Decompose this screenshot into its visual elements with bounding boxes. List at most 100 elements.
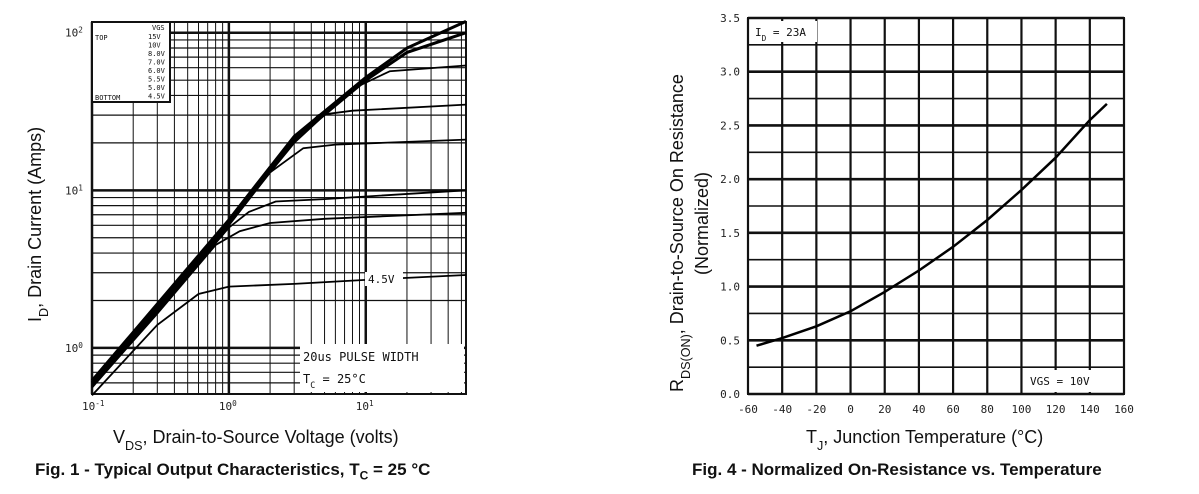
fig1-pulse-width-note-part: 20us PULSE WIDTH — [303, 350, 419, 364]
fig1-legend-entry: 7.0V — [148, 59, 166, 67]
fig4-y-tick: 3.5 — [720, 12, 740, 25]
fig1-legend-entry: 6.0V — [148, 67, 166, 75]
fig1-x-tick-part: 0 — [232, 399, 237, 408]
fig1-caption: Fig. 1 - Typical Output Characteristics,… — [35, 460, 431, 483]
fig1-curve-label-4.5V-part: 4.5V — [368, 273, 395, 286]
fig4-x-tick: 120 — [1046, 403, 1066, 416]
fig4-y-tick-part: 2.0 — [720, 173, 740, 186]
fig1-y-tick: 100 — [65, 340, 83, 355]
fig1-legend-entry-part: 8.0V — [148, 50, 166, 58]
fig4-x-tick-part: 80 — [981, 403, 994, 416]
fig4-vgs-note: VGS = 10V — [1030, 375, 1090, 388]
fig4-x-tick-part: 140 — [1080, 403, 1100, 416]
fig4-x-tick: 40 — [912, 403, 925, 416]
fig4-x-tick-part: 120 — [1046, 403, 1066, 416]
fig1-y-tick-part: 10 — [65, 27, 78, 40]
fig4-id-bg — [751, 21, 817, 42]
fig1-series-7.0V — [91, 103, 467, 385]
fig1-legend-entry: 15V — [148, 33, 161, 41]
fig1-legend-bottom-part: BOTTOM — [95, 94, 120, 102]
fig1-y-axis-label-part: D — [37, 308, 51, 317]
fig4-y-tick: 1.0 — [720, 281, 740, 294]
fig4-x-axis-label-part: , Junction Temperature (°C) — [823, 427, 1043, 447]
fig4-vgs-bg — [1025, 370, 1121, 392]
fig4-x-tick-part: -60 — [738, 403, 758, 416]
fig1-annotation-bg — [300, 344, 464, 392]
fig1-curve-label-bg — [365, 272, 403, 286]
fig4-x-tick: 140 — [1080, 403, 1100, 416]
fig1-series-5.0V — [91, 211, 467, 389]
fig1-x-tick-part: 10 — [356, 400, 369, 413]
fig1-series-10V — [90, 31, 467, 384]
fig1-legend-entry: 10V — [148, 42, 161, 50]
fig1-x-tick-part: -1 — [95, 399, 105, 408]
fig1-y-tick-part: 1 — [78, 183, 83, 192]
fig4-vgs-note-part: VGS = 10V — [1030, 375, 1090, 388]
fig1-legend-header-part: VGS — [152, 24, 165, 32]
fig4-y-axis-label: RDS(ON), Drain-to-Source On Resistance — [667, 74, 693, 392]
fig1-legend-entry-part: 7.0V — [148, 59, 166, 67]
fig1-legend-entry-part: 6.0V — [148, 67, 166, 75]
fig4-y-tick-part: 2.5 — [720, 119, 740, 132]
fig1-legend-entry-part: 5.0V — [148, 84, 166, 92]
fig4-id-note-part: = 23A — [766, 26, 806, 39]
fig4-x-tick-part: 160 — [1114, 403, 1134, 416]
fig4-y-tick-part: 0.5 — [720, 334, 740, 347]
fig4-x-tick: 160 — [1114, 403, 1134, 416]
fig4-x-tick-part: 0 — [847, 403, 854, 416]
fig4-x-tick-part: 100 — [1012, 403, 1032, 416]
fig4-y-tick-part: 3.5 — [720, 12, 740, 25]
fig1-legend-entry-part: 15V — [148, 33, 161, 41]
fig1-legend-bottom: BOTTOM — [95, 94, 120, 102]
fig1-legend-top: TOP — [95, 34, 108, 42]
fig1-y-axis-label-part: I — [25, 317, 45, 322]
fig1-pulse-width-note: 20us PULSE WIDTH — [303, 350, 419, 364]
fig4-x-tick: 60 — [946, 403, 959, 416]
fig4-x-tick: 0 — [847, 403, 854, 416]
fig4-x-tick: 100 — [1012, 403, 1032, 416]
fig1-tc-note-part: = 25°C — [315, 372, 366, 386]
fig4-id-note-part: D — [762, 34, 767, 43]
fig4-y-tick: 0.0 — [720, 388, 740, 401]
fig4-y-axis-label-normalized: (Normalized) — [692, 172, 712, 275]
fig4-caption: Fig. 4 - Normalized On-Resistance vs. Te… — [692, 460, 1102, 479]
fig1-plot-frame — [91, 21, 467, 395]
fig4-x-tick-part: -20 — [806, 403, 826, 416]
fig4-x-axis-label: TJ, Junction Temperature (°C) — [806, 427, 1043, 453]
fig4-x-tick: -20 — [806, 403, 826, 416]
fig4-x-tick-part: 20 — [878, 403, 891, 416]
fig4-series-rdson — [756, 102, 1108, 347]
fig1-x-tick: 10-1 — [82, 399, 105, 414]
fig4-y-tick: 1.5 — [720, 227, 740, 240]
fig4-x-tick-part: 40 — [912, 403, 925, 416]
fig1-legend-box — [91, 21, 171, 103]
fig1-legend-header: VGS — [152, 24, 165, 32]
fig4-x-tick: -40 — [772, 403, 792, 416]
fig1-x-axis-label-part: V — [113, 427, 125, 447]
fig1-tc-note: TC = 25°C — [303, 372, 366, 390]
fig1-y-tick-part: 10 — [65, 342, 78, 355]
fig1-tc-note-part: T — [303, 372, 310, 386]
fig4-x-tick-part: -40 — [772, 403, 792, 416]
fig4-id-note: ID = 23A — [755, 26, 806, 43]
fig4-x-tick: 80 — [981, 403, 994, 416]
fig1-y-tick: 101 — [65, 183, 83, 198]
fig1-x-axis-label-part: , Drain-to-Source Voltage (volts) — [143, 427, 399, 447]
fig1-legend-top-part: TOP — [95, 34, 108, 42]
fig4-y-tick-part: 3.0 — [720, 66, 740, 79]
fig1-y-axis-label: ID, Drain Current (Amps) — [25, 127, 51, 322]
fig4-x-tick: -60 — [738, 403, 758, 416]
fig4-y-tick-part: 1.0 — [720, 281, 740, 294]
fig1-legend-entry: 5.5V — [148, 76, 166, 84]
fig4-y-tick: 2.5 — [720, 119, 740, 132]
fig4-id-note-part: I — [755, 26, 762, 39]
fig1-x-tick-part: 10 — [219, 400, 232, 413]
fig1-legend-entry: 4.5V — [148, 93, 166, 101]
fig4-y-tick: 3.0 — [720, 66, 740, 79]
fig4-x-tick: 20 — [878, 403, 891, 416]
fig4-x-tick-part: 60 — [946, 403, 959, 416]
fig1-x-tick-part: 1 — [369, 399, 374, 408]
fig4-y-axis-label-normalized-part: (Normalized) — [692, 172, 712, 275]
fig1-legend-entry: 5.0V — [148, 84, 166, 92]
